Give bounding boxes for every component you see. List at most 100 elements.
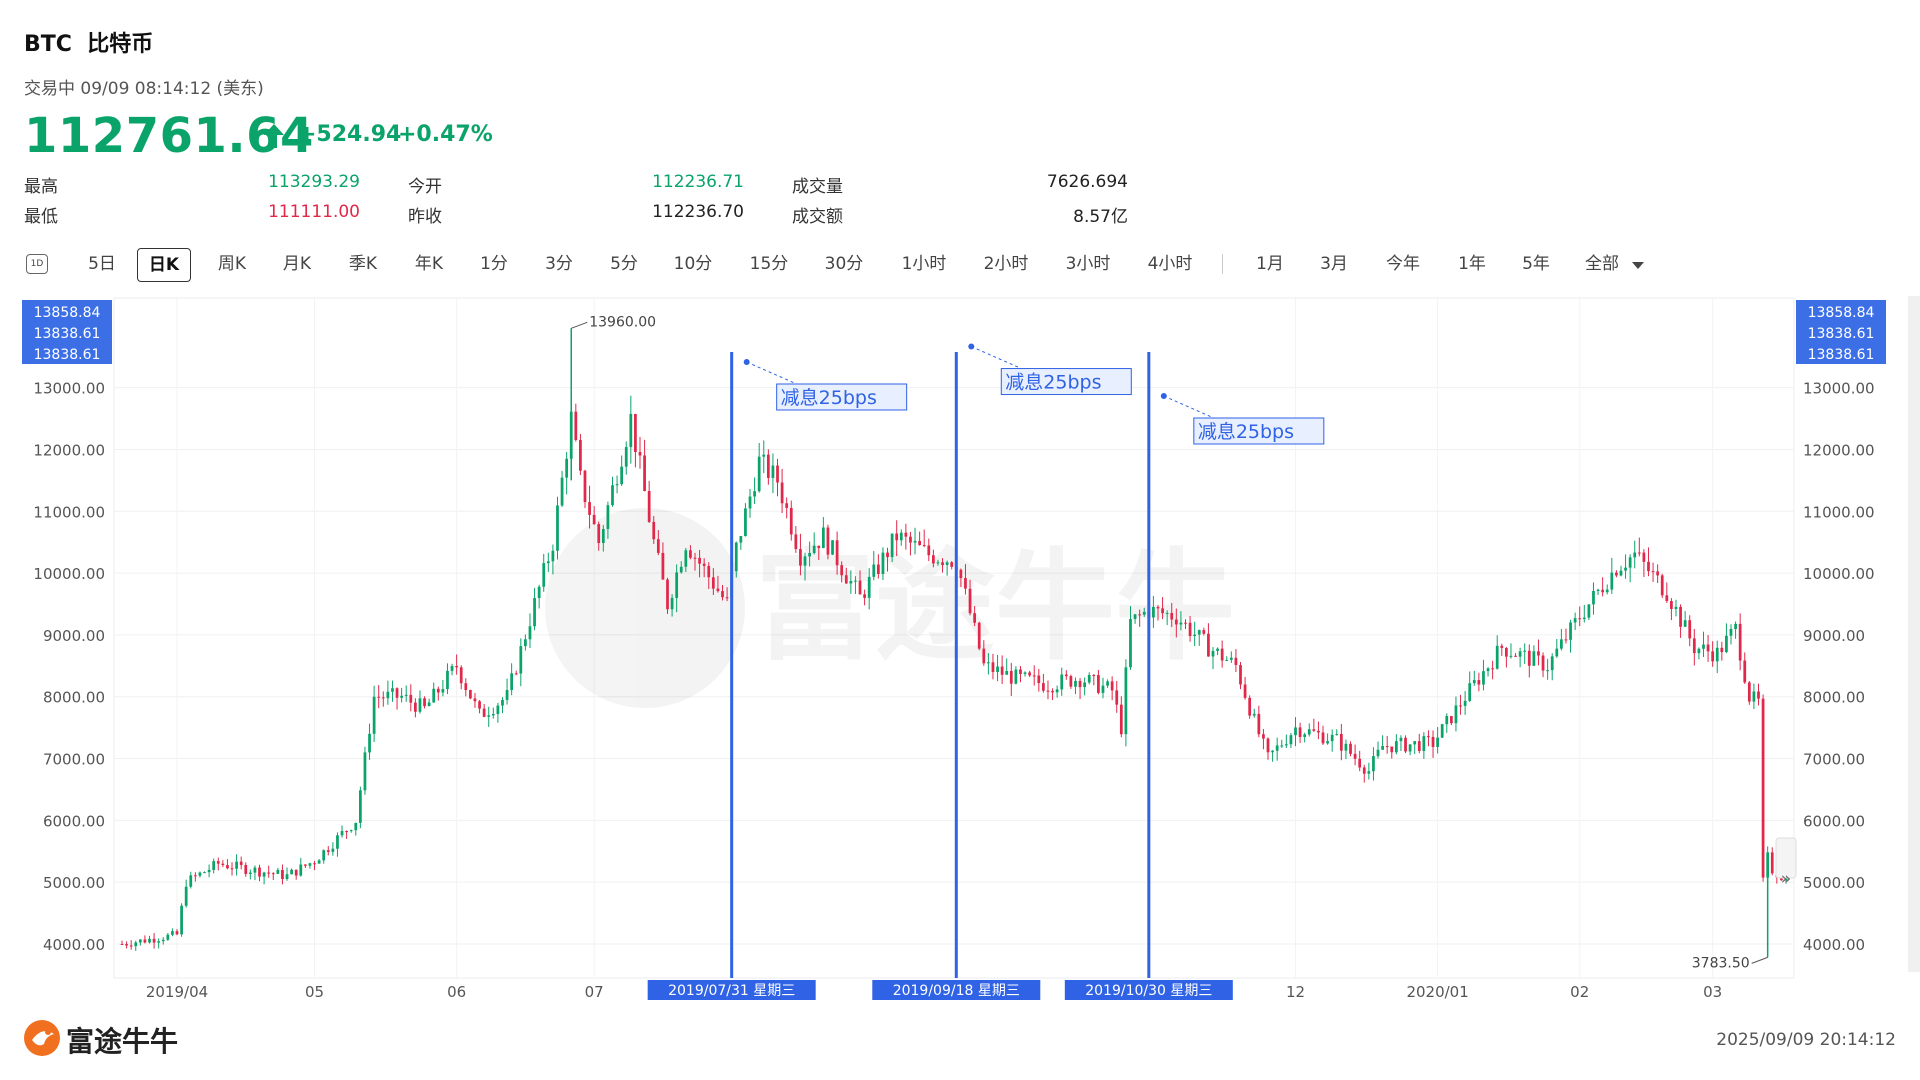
tab-3h[interactable]: 3小时 xyxy=(1065,254,1111,274)
x-axis: 2019/04 05 06 07 12 2020/01 02 03 xyxy=(146,983,1722,1001)
candle xyxy=(776,458,779,497)
period-icon[interactable]: 1D xyxy=(26,254,48,274)
expand-handle[interactable]: » xyxy=(1775,837,1797,889)
tab-30min[interactable]: 30分 xyxy=(824,254,864,274)
candle xyxy=(922,529,926,548)
candle xyxy=(253,865,257,881)
candle xyxy=(1725,623,1728,654)
candle xyxy=(1541,652,1545,678)
candle xyxy=(354,822,358,836)
tab-2h[interactable]: 2小时 xyxy=(983,254,1029,274)
y-tick-label-right: 11000.00 xyxy=(1803,503,1875,521)
candle xyxy=(1647,547,1650,577)
tab-ytd[interactable]: 今年 xyxy=(1386,254,1420,274)
tab-5y[interactable]: 5年 xyxy=(1522,254,1550,274)
tab-1y[interactable]: 1年 xyxy=(1458,254,1486,274)
candle xyxy=(450,663,454,676)
tab-1m[interactable]: 1月 xyxy=(1256,254,1284,274)
candle xyxy=(1019,665,1022,683)
candle xyxy=(395,687,399,710)
tab-5min[interactable]: 5分 xyxy=(610,254,638,274)
candle xyxy=(1605,584,1609,595)
tab-weekly-k[interactable]: 周K xyxy=(217,254,247,274)
scroll-track[interactable] xyxy=(1908,296,1920,972)
chart-grid xyxy=(114,298,1794,978)
rate-cut-event: 减息25bps 2019/10/30 星期三 xyxy=(1064,352,1325,1000)
candle xyxy=(1193,621,1197,647)
candle xyxy=(1578,606,1582,627)
candle xyxy=(161,937,165,945)
tab-4h[interactable]: 4小时 xyxy=(1147,254,1193,274)
candle xyxy=(1422,732,1426,759)
candle xyxy=(1514,653,1517,657)
candle xyxy=(1119,696,1123,738)
y-tick-label-right: 6000.00 xyxy=(1803,812,1865,830)
tab-15min[interactable]: 15分 xyxy=(749,254,789,274)
candle xyxy=(1670,598,1673,621)
chevron-down-icon[interactable] xyxy=(1632,262,1644,269)
event-date-tag xyxy=(1064,980,1233,1000)
candle xyxy=(1083,677,1087,696)
candle xyxy=(991,653,995,680)
tab-5d[interactable]: 5日 xyxy=(88,254,116,274)
candle xyxy=(340,825,344,838)
candle xyxy=(666,577,669,614)
tab-monthly-k[interactable]: 月K xyxy=(282,254,312,274)
tab-1h[interactable]: 1小时 xyxy=(901,254,947,274)
candle xyxy=(1706,635,1710,662)
stat-value-open: 112236.71 xyxy=(652,172,744,192)
candle xyxy=(1738,613,1742,671)
candle xyxy=(1115,680,1119,713)
candlestick-chart[interactable]: 富途牛牛 减息25bps 2019/07/31 星期三 减息25bps 2019/09… xyxy=(0,290,1920,1002)
y-tick-label-left: 9000.00 xyxy=(43,627,105,645)
candle xyxy=(1284,734,1288,748)
candle xyxy=(1349,741,1352,757)
candle xyxy=(1188,616,1192,642)
right-value-label: 13858.84 xyxy=(1808,305,1875,321)
candle xyxy=(1069,674,1073,689)
footer-brand: 富途牛牛 xyxy=(66,1025,179,1058)
candle xyxy=(876,554,880,579)
candle xyxy=(1023,671,1027,677)
candle xyxy=(1431,730,1435,758)
last-price: 112761.64 xyxy=(24,108,314,164)
candle xyxy=(1385,735,1389,754)
tab-3m[interactable]: 3月 xyxy=(1320,254,1348,274)
candle xyxy=(1344,739,1348,760)
candle xyxy=(313,860,316,871)
candle xyxy=(432,682,436,703)
candle xyxy=(322,849,326,864)
candle xyxy=(505,678,509,705)
symbol: BTC xyxy=(24,32,72,57)
candle xyxy=(1482,659,1485,691)
candle xyxy=(1133,614,1137,624)
tab-quarterly-k[interactable]: 季K xyxy=(348,254,378,274)
candle xyxy=(501,697,504,714)
tab-daily-k[interactable]: 日K xyxy=(137,248,191,282)
candle xyxy=(1651,562,1655,582)
candle xyxy=(1592,582,1595,615)
candle xyxy=(1757,683,1760,706)
candle xyxy=(1248,695,1252,719)
candle xyxy=(1234,649,1238,673)
double-chevron-right-icon[interactable]: » xyxy=(1781,869,1791,889)
tab-all[interactable]: 全部 xyxy=(1585,254,1619,274)
candle xyxy=(267,865,271,878)
right-value-tag xyxy=(1796,300,1886,364)
candle xyxy=(1014,666,1018,685)
tab-10min[interactable]: 10分 xyxy=(673,254,713,274)
candle xyxy=(326,846,330,856)
candle xyxy=(198,871,202,878)
right-value-label: 13838.61 xyxy=(1808,347,1875,363)
tab-yearly-k[interactable]: 年K xyxy=(414,254,444,274)
candle xyxy=(1330,729,1334,752)
candle xyxy=(739,536,743,550)
candle xyxy=(258,864,261,882)
candle xyxy=(1362,764,1366,783)
candle xyxy=(1518,647,1522,668)
candle xyxy=(1055,685,1059,698)
period-toolbar: 1D 5日 日K 周K 月K 季K 年K 1分 3分 5分 10分 15分 30… xyxy=(24,248,1644,282)
tab-1min[interactable]: 1分 xyxy=(480,254,508,274)
tab-3min[interactable]: 3分 xyxy=(545,254,573,274)
candle xyxy=(1229,651,1233,663)
